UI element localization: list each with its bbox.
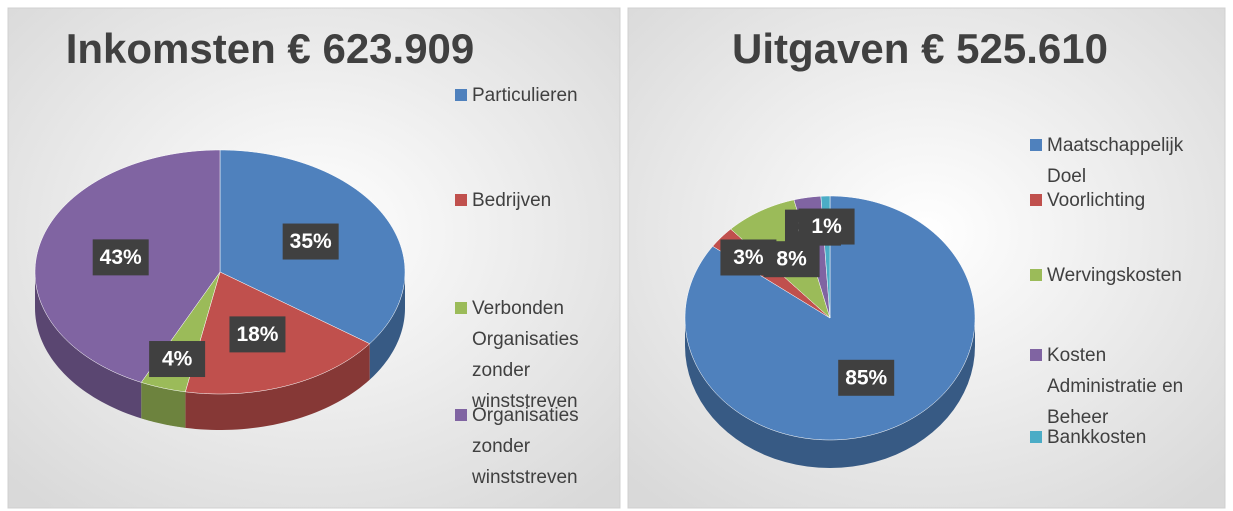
legend-entry: Wervingskosten	[1030, 260, 1220, 291]
legend-entry: Bedrijven	[455, 185, 615, 216]
label-box	[763, 241, 820, 278]
pie-side	[35, 272, 142, 419]
pie: 35% 18% 4% 43%	[34, 149, 406, 430]
data-label: 8%	[776, 248, 807, 271]
legend-swatch	[455, 89, 467, 101]
legend-label: Maatschappelijk Doel	[1047, 135, 1184, 187]
chart-title: Inkomsten € 623.909	[66, 25, 475, 72]
label-box	[149, 341, 206, 378]
legend-swatch	[1030, 194, 1042, 206]
legend-swatch	[455, 194, 467, 206]
legend-label: Bedrijven	[472, 190, 552, 211]
legend-entry: Organisaties zonder winststreven	[455, 400, 615, 493]
legend-swatch	[455, 302, 467, 314]
pie-side	[369, 272, 405, 380]
pie: 85%3%8%3%1%	[684, 195, 976, 468]
legend-label: Voorlichting	[1047, 190, 1146, 211]
legend-label: Bankkosten	[1047, 427, 1147, 448]
label-box	[282, 223, 339, 260]
legend-swatch	[1030, 431, 1042, 443]
data-label: 43%	[100, 246, 142, 269]
legend-label: Organisaties zonder winststreven	[472, 405, 579, 488]
legend-swatch	[455, 409, 467, 421]
legend-label: Particulieren	[472, 85, 578, 106]
legend-entry: Particulieren	[455, 80, 615, 111]
data-label: 85%	[845, 366, 887, 389]
legend-entry: Voorlichting	[1030, 185, 1220, 216]
legend-label: Wervingskosten	[1047, 265, 1182, 286]
legend-entry: Verbonden Organisaties zonder winststrev…	[455, 293, 615, 417]
legend-swatch	[1030, 269, 1042, 281]
legend-swatch	[1030, 349, 1042, 361]
legend-entry: Maatschappelijk Doel	[1030, 130, 1220, 192]
label-box	[838, 359, 895, 396]
legend-label: Kosten Administratie en Beheer	[1047, 345, 1184, 428]
legend-label: Verbonden Organisaties zonder winststrev…	[472, 298, 579, 412]
pie-side	[185, 343, 370, 430]
label-box	[798, 208, 855, 245]
pie-side	[685, 318, 975, 468]
legend-entry: Kosten Administratie en Beheer	[1030, 340, 1220, 433]
data-label: 4%	[162, 348, 193, 371]
data-label: 35%	[290, 230, 332, 253]
pie-side	[141, 382, 186, 428]
chart-title: Uitgaven € 525.610	[732, 25, 1108, 72]
label-box	[92, 239, 149, 276]
label-box	[229, 316, 286, 353]
legend-entry: Bankkosten	[1030, 422, 1220, 453]
data-label: 3%	[733, 246, 764, 269]
data-label: 18%	[236, 323, 278, 346]
data-label: 1%	[811, 215, 842, 238]
legend-swatch	[1030, 139, 1042, 151]
